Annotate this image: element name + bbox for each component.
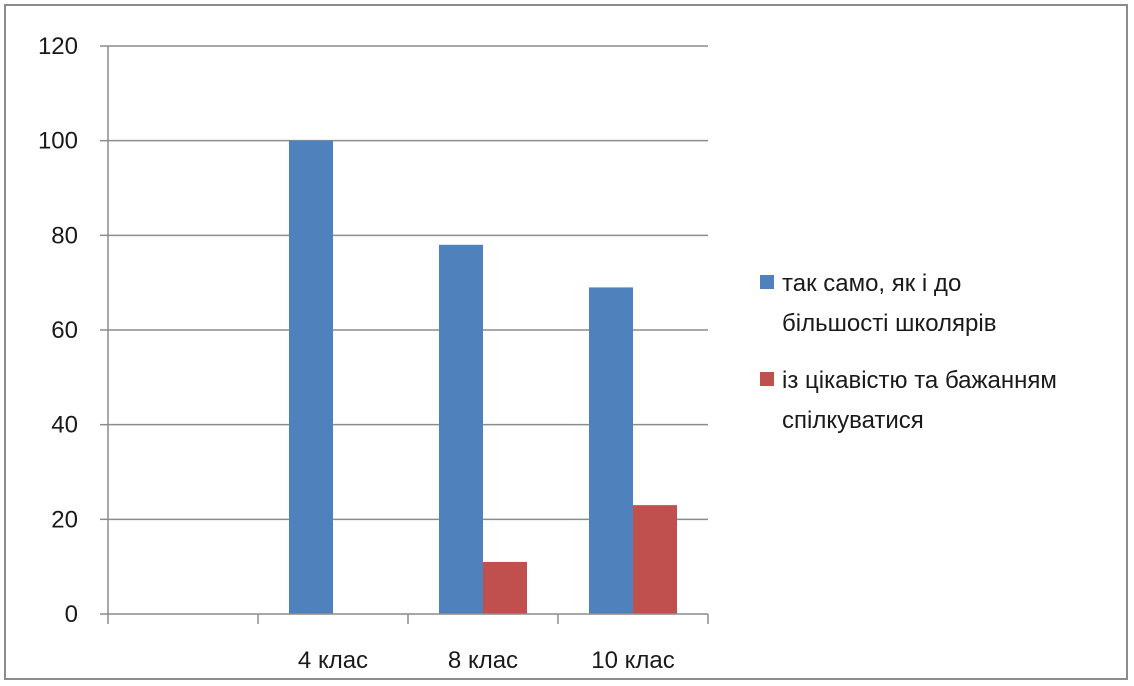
- y-tick-label: 20: [51, 506, 78, 533]
- legend-label: спілкуватися: [782, 407, 924, 434]
- y-tick-label: 60: [51, 317, 78, 344]
- bar: [589, 287, 633, 614]
- legend-label: із цікавістю та бажанням: [782, 367, 1057, 394]
- x-tick-label: 8 клас: [448, 647, 518, 674]
- legend-label: так само, як і до: [782, 270, 961, 297]
- y-axis-ticks: 0 20 40 60 80 100 120: [38, 33, 108, 628]
- x-tick-label: 10 клас: [591, 647, 674, 674]
- y-tick-label: 0: [65, 601, 78, 628]
- x-axis-labels: 4 клас 8 клас 10 клас: [298, 647, 675, 674]
- axes: [107, 46, 709, 624]
- bar: [289, 140, 333, 614]
- y-tick-label: 80: [51, 222, 78, 249]
- legend-swatch: [760, 372, 774, 386]
- y-tick-label: 100: [38, 128, 78, 155]
- y-tick-label: 40: [51, 412, 78, 439]
- legend: так само, як і до більшості школярів із ці…: [760, 270, 1057, 434]
- bar: [483, 561, 527, 614]
- y-tick-label: 120: [38, 33, 78, 60]
- chart-frame: [4, 4, 1128, 680]
- legend-label: більшості школярів: [782, 310, 996, 337]
- legend-swatch: [760, 275, 774, 289]
- bars: [289, 140, 677, 615]
- bar: [439, 244, 483, 615]
- bar: [633, 505, 677, 614]
- x-tick-label: 4 клас: [298, 647, 368, 674]
